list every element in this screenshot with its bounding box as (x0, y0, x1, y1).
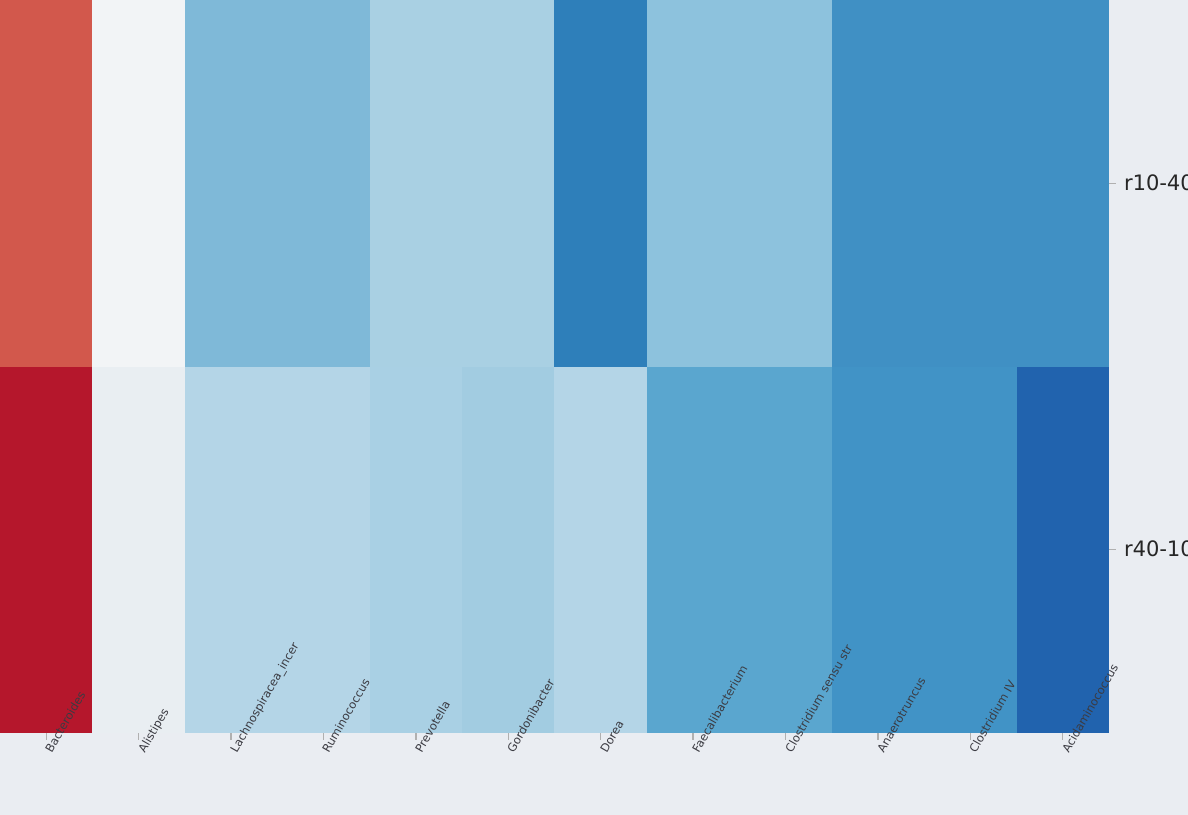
y-tick-mark (1109, 549, 1116, 551)
x-tick-mark (415, 733, 417, 740)
heatmap-cell (369, 366, 463, 733)
x-tick-mark (600, 733, 602, 740)
heatmap-cell (92, 0, 185, 367)
x-tick-mark (322, 733, 325, 740)
heatmap-cell (554, 366, 647, 733)
heatmap-cell (462, 0, 555, 367)
y-axis-label: r40-10 (1124, 537, 1188, 562)
heatmap-cell (1016, 366, 1109, 733)
heatmap-cell (184, 366, 278, 733)
x-axis-label: Alistipes (135, 706, 171, 755)
heatmap-cell (924, 366, 1017, 733)
heatmap-cell (369, 0, 463, 367)
x-axis-label: Faecalibacterium (689, 663, 750, 755)
x-tick-mark (45, 733, 47, 740)
y-tick-mark (1109, 182, 1116, 184)
x-axis-label: Anaerotruncus (874, 675, 928, 755)
heatmap-cell (831, 0, 925, 367)
heatmap-cell (1016, 0, 1109, 367)
y-axis-label: r10-40 (1124, 170, 1188, 195)
heatmap-cell (92, 366, 185, 733)
heatmap-cell (739, 366, 832, 733)
heatmap-cell (554, 0, 647, 367)
x-tick-mark (1062, 733, 1064, 740)
x-axis-label: Gordonibacter (505, 676, 558, 754)
x-axis-label: Ruminococcus (320, 676, 374, 755)
heatmap-grid (0, 0, 1109, 733)
x-tick-mark (137, 733, 140, 740)
heatmap-cell (184, 0, 278, 367)
x-tick-mark (969, 733, 972, 740)
x-tick-mark (507, 733, 509, 740)
x-tick-mark (877, 733, 879, 740)
heatmap-cell (646, 0, 740, 367)
x-axis-label: Bacteroides (42, 689, 88, 755)
heatmap-cell (831, 366, 925, 733)
x-axis-label: Clostridium IV (967, 678, 1019, 755)
x-axis-label: Dorea (596, 717, 627, 755)
x-axis-label: Acidaminococcus (1059, 661, 1121, 754)
heatmap-cell (277, 366, 370, 733)
heatmap-cell (462, 366, 555, 733)
heatmap-cell (0, 0, 93, 367)
x-tick-mark (692, 733, 694, 740)
x-axis-label: Prevotella (412, 698, 453, 754)
heatmap-cell (646, 366, 740, 733)
heatmap-cell (0, 366, 93, 733)
x-tick-mark (784, 733, 787, 740)
x-axis-label: Clostridium sensu str (782, 642, 855, 755)
x-tick-mark (230, 733, 232, 740)
x-axis-label: Lachnospiracea_incer (227, 640, 301, 755)
heatmap-cell (277, 0, 370, 367)
heatmap-cell (924, 0, 1017, 367)
heatmap-cell (739, 0, 832, 367)
